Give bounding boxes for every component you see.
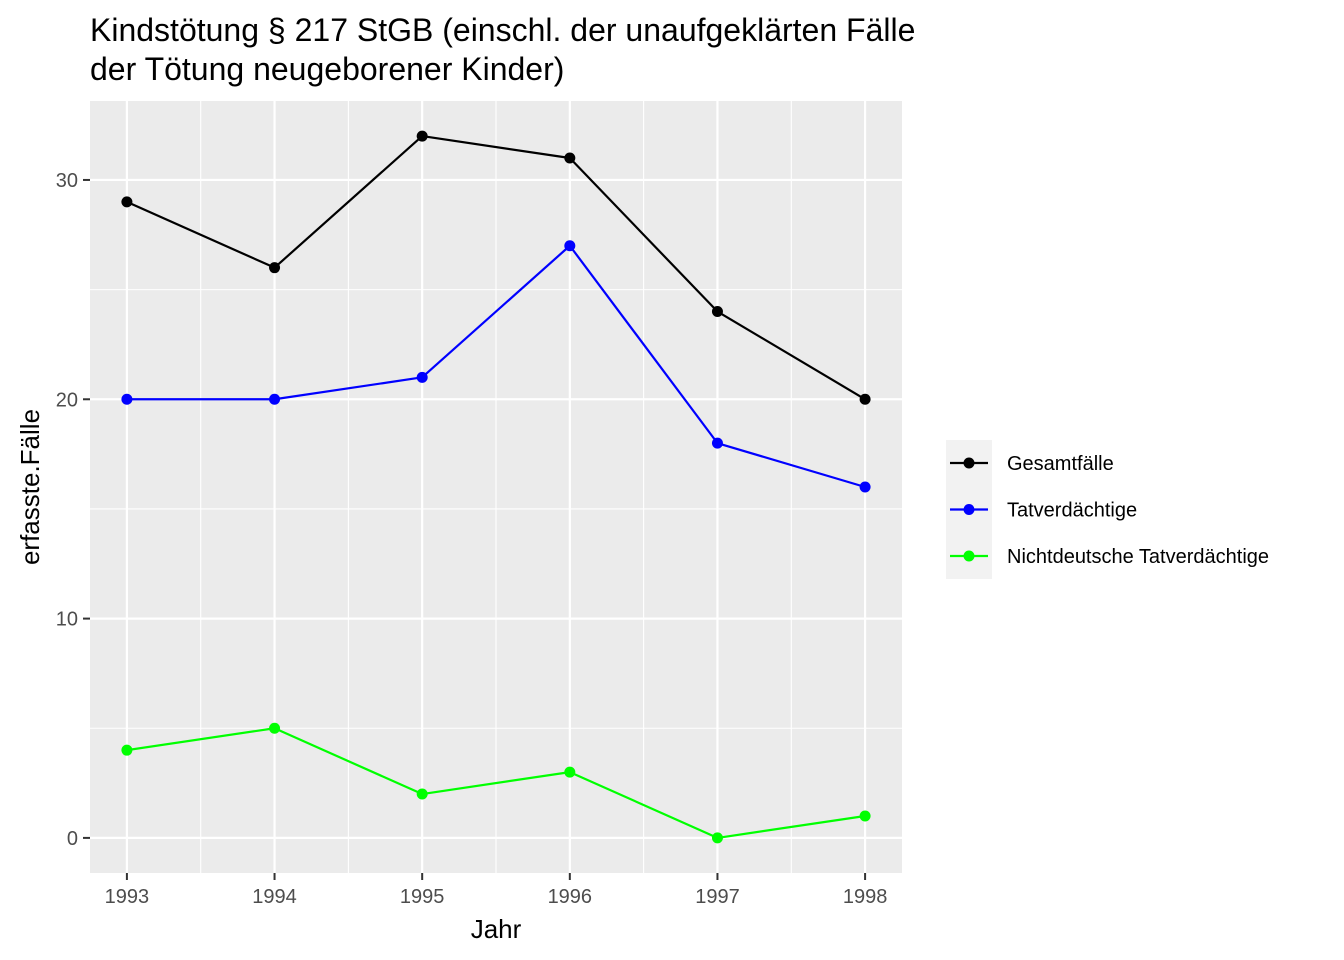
data-point (711, 306, 723, 318)
chart-title-line-1: Kindstötung § 217 StGB (einschl. der una… (90, 12, 915, 48)
data-point (711, 437, 723, 449)
x-tick-label: 1994 (252, 886, 297, 908)
x-tick-label: 1996 (548, 886, 593, 908)
y-tick-label: 0 (67, 828, 78, 850)
legend-key-point (963, 457, 975, 469)
data-point (711, 832, 723, 844)
series-layer (121, 130, 871, 844)
data-point (859, 393, 871, 405)
legend-label: Gesamtfälle (1007, 453, 1114, 475)
data-point (859, 481, 871, 493)
data-point (416, 371, 428, 383)
legend: Gesamtfälle Tatverdächtige Nichtdeutsche T… (946, 440, 1269, 579)
data-point (859, 810, 871, 822)
y-axis-title: erfasste.Fälle (15, 409, 45, 565)
x-axis-title: Jahr (471, 914, 522, 944)
data-point (564, 152, 576, 164)
data-point (416, 788, 428, 800)
data-point (416, 130, 428, 142)
data-point (121, 393, 133, 405)
legend-key-point (963, 504, 975, 515)
x-tick-label: 1993 (105, 886, 150, 908)
x-tick-label: 1998 (843, 886, 888, 908)
x-tick-label: 1995 (400, 886, 445, 908)
data-point (269, 722, 281, 734)
series-line-2 (126, 244, 866, 489)
y-tick-label: 10 (56, 609, 78, 631)
data-point (269, 262, 281, 274)
y-tick-label: 30 (56, 170, 78, 192)
legend-label: Nichtdeutsche Tatverdächtige (1007, 546, 1269, 568)
data-point (121, 196, 133, 208)
chart-title-line-2: der Tötung neugeborener Kinder) (90, 51, 564, 87)
data-point (564, 240, 576, 252)
data-point (269, 393, 281, 405)
legend-key-point (963, 550, 975, 562)
series-line-1 (126, 134, 866, 401)
x-tick-label: 1997 (695, 886, 740, 908)
axes-layer: 1993 1994 1995 1996 1997 1998 0 10 20 30 (56, 170, 888, 908)
y-tick-label: 20 (56, 389, 78, 411)
legend-label: Tatverdächtige (1007, 500, 1137, 522)
data-point (564, 766, 576, 778)
series-line-3 (126, 727, 866, 840)
data-point (121, 744, 133, 756)
